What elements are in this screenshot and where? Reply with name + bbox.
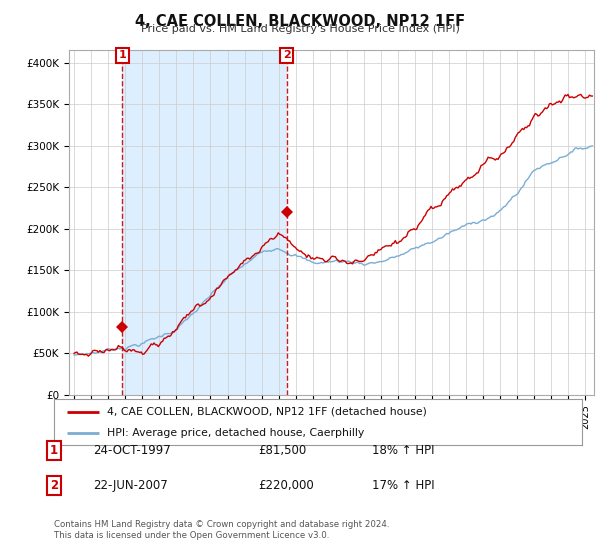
Text: Price paid vs. HM Land Registry's House Price Index (HPI): Price paid vs. HM Land Registry's House … xyxy=(140,24,460,34)
Text: 4, CAE COLLEN, BLACKWOOD, NP12 1FF: 4, CAE COLLEN, BLACKWOOD, NP12 1FF xyxy=(135,14,465,29)
Text: 24-OCT-1997: 24-OCT-1997 xyxy=(93,444,171,458)
Bar xyxy=(122,50,287,395)
Text: 17% ↑ HPI: 17% ↑ HPI xyxy=(372,479,434,492)
Text: £220,000: £220,000 xyxy=(258,479,314,492)
Text: 4, CAE COLLEN, BLACKWOOD, NP12 1FF (detached house): 4, CAE COLLEN, BLACKWOOD, NP12 1FF (deta… xyxy=(107,407,427,417)
Text: HPI: Average price, detached house, Caerphilly: HPI: Average price, detached house, Caer… xyxy=(107,428,364,438)
Text: 22-JUN-2007: 22-JUN-2007 xyxy=(93,479,168,492)
Text: Contains HM Land Registry data © Crown copyright and database right 2024.
This d: Contains HM Land Registry data © Crown c… xyxy=(54,520,389,540)
Text: 2: 2 xyxy=(50,479,58,492)
Text: 1: 1 xyxy=(118,50,126,60)
Text: £81,500: £81,500 xyxy=(258,444,306,458)
Text: 2: 2 xyxy=(283,50,290,60)
Text: 18% ↑ HPI: 18% ↑ HPI xyxy=(372,444,434,458)
Text: 1: 1 xyxy=(50,444,58,458)
